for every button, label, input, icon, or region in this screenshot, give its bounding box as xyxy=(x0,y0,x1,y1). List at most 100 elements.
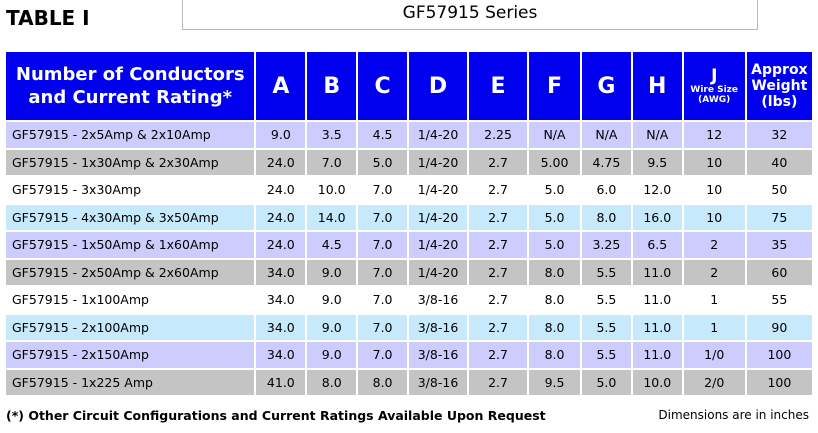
cell-f: N/A xyxy=(529,122,580,148)
cell-f: 8.0 xyxy=(529,259,580,285)
cell-j: 2 xyxy=(683,232,745,258)
cell-g: 5.5 xyxy=(581,259,631,285)
cell-h: 11.0 xyxy=(632,287,682,313)
cell-weight: 55 xyxy=(746,287,812,313)
cell-d: 1/4-20 xyxy=(409,177,468,203)
header-j-awg: (AWG) xyxy=(698,95,731,105)
cell-f: 9.5 xyxy=(529,369,580,395)
cell-c: 8.0 xyxy=(358,369,407,395)
cell-d: 3/8-16 xyxy=(409,369,468,395)
header-b: B xyxy=(307,52,357,120)
header-g: G xyxy=(581,52,631,120)
cell-j: 10 xyxy=(683,177,745,203)
cell-weight: 32 xyxy=(746,122,812,148)
cell-g: 6.0 xyxy=(581,177,631,203)
cell-g: 5.5 xyxy=(581,342,631,368)
table-row: GF57915 - 1x100Amp 34.0 9.0 7.0 3/8-16 2.7 8.0… xyxy=(6,287,812,313)
cell-a: 34.0 xyxy=(256,314,306,340)
cell-e: 2.7 xyxy=(469,177,528,203)
cell-b: 9.0 xyxy=(307,259,357,285)
header-h: H xyxy=(632,52,682,120)
cell-c: 5.0 xyxy=(358,149,407,175)
cell-j: 2 xyxy=(683,259,745,285)
cell-d: 3/8-16 xyxy=(409,287,468,313)
cell-weight: 100 xyxy=(746,369,812,395)
cell-b: 9.0 xyxy=(307,314,357,340)
cell-j: 12 xyxy=(683,122,745,148)
cell-j: 10 xyxy=(683,204,745,230)
cell-h: 12.0 xyxy=(632,177,682,203)
cell-a: 34.0 xyxy=(256,259,306,285)
cell-a: 24.0 xyxy=(256,204,306,230)
table-row: GF57915 - 3x30Amp 24.0 10.0 7.0 1/4-20 2.7 5.0… xyxy=(6,177,812,203)
cell-c: 7.0 xyxy=(358,259,407,285)
cell-name: GF57915 - 2x5Amp & 2x10Amp xyxy=(6,122,255,148)
header-j: J Wire Size (AWG) xyxy=(683,52,745,120)
cell-h: 11.0 xyxy=(632,259,682,285)
cell-f: 5.0 xyxy=(529,232,580,258)
cell-d: 1/4-20 xyxy=(409,149,468,175)
cell-h: N/A xyxy=(632,122,682,148)
cell-c: 7.0 xyxy=(358,177,407,203)
cell-weight: 40 xyxy=(746,149,812,175)
header-c: C xyxy=(358,52,407,120)
table-row: GF57915 - 2x5Amp & 2x10Amp 9.0 3.5 4.5 1/4-2… xyxy=(6,122,812,148)
header-f: F xyxy=(529,52,580,120)
cell-b: 4.5 xyxy=(307,232,357,258)
cell-b: 3.5 xyxy=(307,122,357,148)
cell-a: 9.0 xyxy=(256,122,306,148)
cell-j: 1 xyxy=(683,314,745,340)
cell-weight: 100 xyxy=(746,342,812,368)
cell-name: GF57915 - 2x150Amp xyxy=(6,342,255,368)
cell-g: 3.25 xyxy=(581,232,631,258)
cell-e: 2.7 xyxy=(469,259,528,285)
cell-b: 7.0 xyxy=(307,149,357,175)
table-row: GF57915 - 2x100Amp 34.0 9.0 7.0 3/8-16 2.7 8.0… xyxy=(6,314,812,340)
cell-d: 3/8-16 xyxy=(409,314,468,340)
header-d: D xyxy=(409,52,468,120)
cell-name: GF57915 - 2x100Amp xyxy=(6,314,255,340)
cell-name: GF57915 - 1x50Amp & 1x60Amp xyxy=(6,232,255,258)
cell-a: 34.0 xyxy=(256,342,306,368)
cell-e: 2.25 xyxy=(469,122,528,148)
cell-b: 9.0 xyxy=(307,287,357,313)
table-row: GF57915 - 1x30Amp & 2x30Amp 24.0 7.0 5.0 1/4… xyxy=(6,149,812,175)
cell-g: 4.75 xyxy=(581,149,631,175)
cell-a: 24.0 xyxy=(256,177,306,203)
header-weight: Approx Weight (lbs) xyxy=(746,52,812,120)
header-conductors: Number of Conductors and Current Rating* xyxy=(6,52,255,120)
cell-h: 10.0 xyxy=(632,369,682,395)
cell-h: 11.0 xyxy=(632,314,682,340)
header-a: A xyxy=(256,52,306,120)
cell-name: GF57915 - 3x30Amp xyxy=(6,177,255,203)
cell-a: 24.0 xyxy=(256,232,306,258)
header-e: E xyxy=(469,52,528,120)
cell-j: 1 xyxy=(683,287,745,313)
cell-j: 1/0 xyxy=(683,342,745,368)
cell-name: GF57915 - 4x30Amp & 3x50Amp xyxy=(6,204,255,230)
cell-g: 8.0 xyxy=(581,204,631,230)
cell-g: 5.0 xyxy=(581,369,631,395)
dimensions-note: Dimensions are in inches xyxy=(658,408,809,422)
header-j-wire-size: Wire Size xyxy=(690,85,739,95)
cell-d: 1/4-20 xyxy=(409,122,468,148)
cell-name: GF57915 - 1x30Amp & 2x30Amp xyxy=(6,149,255,175)
cell-f: 8.0 xyxy=(529,314,580,340)
cell-c: 7.0 xyxy=(358,287,407,313)
cell-e: 2.7 xyxy=(469,204,528,230)
cell-a: 34.0 xyxy=(256,287,306,313)
cell-b: 8.0 xyxy=(307,369,357,395)
cell-d: 3/8-16 xyxy=(409,342,468,368)
cell-f: 5.00 xyxy=(529,149,580,175)
table-row: GF57915 - 2x150Amp 34.0 9.0 7.0 3/8-16 2.7 8.0… xyxy=(6,342,812,368)
cell-c: 7.0 xyxy=(358,314,407,340)
cell-d: 1/4-20 xyxy=(409,232,468,258)
cell-g: 5.5 xyxy=(581,314,631,340)
cell-c: 7.0 xyxy=(358,232,407,258)
cell-weight: 60 xyxy=(746,259,812,285)
cell-e: 2.7 xyxy=(469,232,528,258)
cell-b: 9.0 xyxy=(307,342,357,368)
table-row: GF57915 - 2x50Amp & 2x60Amp 34.0 9.0 7.0 1/4… xyxy=(6,259,812,285)
cell-f: 5.0 xyxy=(529,177,580,203)
cell-h: 16.0 xyxy=(632,204,682,230)
